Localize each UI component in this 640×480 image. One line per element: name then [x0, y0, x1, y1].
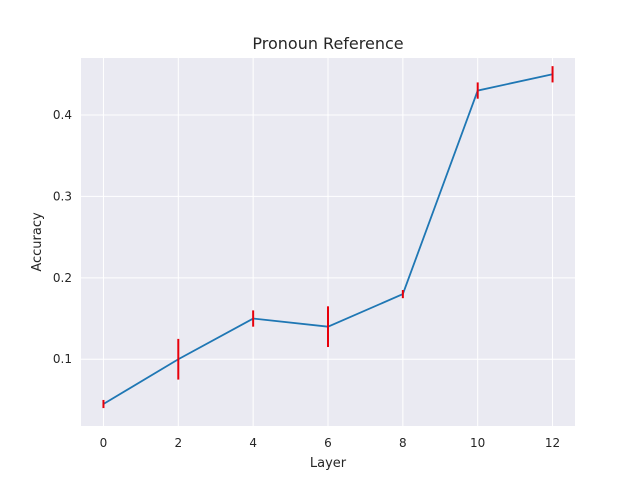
- x-tick-label: 0: [100, 436, 108, 450]
- y-tick-label: 0.1: [53, 352, 72, 366]
- y-tick-label: 0.3: [53, 189, 72, 203]
- chart-title: Pronoun Reference: [252, 34, 403, 53]
- x-axis-label: Layer: [310, 456, 347, 471]
- x-tick-label: 6: [324, 436, 332, 450]
- x-tick-labels: 0 2 4 6 8 10 12: [100, 436, 561, 450]
- x-tick-label: 4: [249, 436, 257, 450]
- grid-lines: [81, 58, 575, 426]
- x-tick-label: 8: [399, 436, 407, 450]
- error-bars: [102, 66, 554, 409]
- y-tick-labels: 0.1 0.2 0.3 0.4: [53, 108, 72, 366]
- x-tick-label: 12: [545, 436, 560, 450]
- y-tick-label: 0.4: [53, 108, 72, 122]
- x-tick-label: 2: [174, 436, 182, 450]
- x-tick-label: 10: [470, 436, 485, 450]
- y-tick-label: 0.2: [53, 271, 72, 285]
- y-axis-label: Accuracy: [30, 212, 45, 272]
